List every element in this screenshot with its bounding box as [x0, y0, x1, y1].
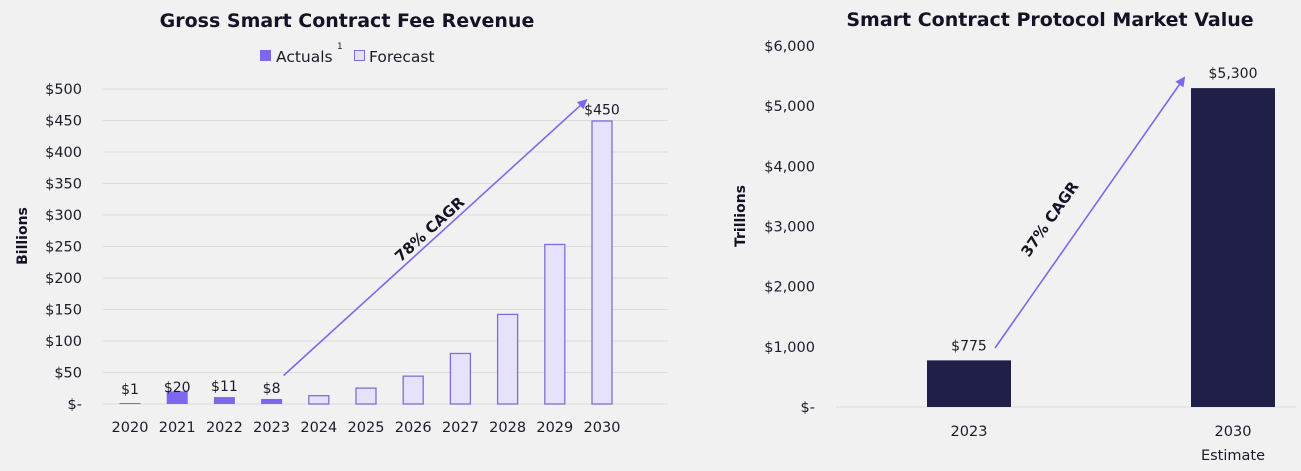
data-label-2023: $8 [263, 381, 281, 397]
y-tick-label: $1,000 [764, 340, 815, 356]
y-tick-label: $5,000 [764, 99, 815, 115]
y-tick-label: $450 [45, 114, 82, 130]
x-tick-label: 2022 [206, 420, 243, 436]
cagr-label: 37% CAGR [1017, 178, 1082, 260]
data-label-2021: $20 [164, 380, 191, 396]
bar-forecast-2029 [544, 243, 566, 405]
data-label-2022: $11 [211, 379, 238, 395]
bar-forecast-2027 [449, 352, 472, 405]
x-tick-label: 2030 [1215, 424, 1252, 440]
fee-revenue-chart: Gross Smart Contract Fee Revenue Actuals… [15, 10, 668, 436]
bar-market-value-2030 [1191, 88, 1275, 407]
x-tick-label: 2021 [159, 420, 196, 436]
legend-forecast-label: Forecast [369, 48, 435, 66]
market-value-cagr-annotation: 37% CAGR [994, 76, 1186, 349]
y-tick-label: $250 [45, 240, 82, 256]
legend-actuals-superscript: 1 [337, 42, 343, 52]
x-tick-label: 2023 [951, 424, 988, 440]
x-tick-label: 2020 [112, 420, 149, 436]
market-value-data-labels: $775 $5,300 [951, 66, 1257, 354]
market-value-y-axis-label: Trillions [733, 185, 749, 247]
bar-forecast-2024 [308, 395, 330, 405]
market-value-chart: Smart Contract Protocol Market Value Tri… [733, 9, 1296, 464]
x-tick-label: 2026 [395, 420, 432, 436]
bar-forecast-2026 [402, 375, 424, 405]
y-tick-label: $400 [45, 145, 82, 161]
x-tick-label: 2025 [348, 420, 385, 436]
bar-forecast-2030 [591, 120, 613, 405]
y-tick-label: $300 [45, 208, 82, 224]
y-tick-label: $500 [45, 82, 82, 98]
market-value-y-ticks: $- $1,000 $2,000 $3,000 $4,000 $5,000 $6,000 [764, 39, 815, 416]
fee-revenue-data-labels: $1 $20 $11 $8 $450 [121, 103, 620, 399]
x-tick-label: 2030 [584, 420, 621, 436]
y-tick-label: $- [68, 397, 82, 413]
fee-revenue-gridlines [103, 88, 668, 405]
bar-actual-2020 [119, 403, 141, 404]
fee-revenue-bars [119, 120, 613, 405]
fee-revenue-y-axis-label: Billions [15, 207, 31, 265]
y-tick-label: $4,000 [764, 159, 815, 175]
bar-actual-2021 [166, 391, 188, 404]
y-tick-label: $50 [54, 366, 82, 382]
fee-revenue-y-ticks: $- $50 $100 $150 $200 $250 $300 $350 $400 $450 $50… [45, 82, 82, 413]
y-tick-label: $2,000 [764, 280, 815, 296]
cagr-arrow [283, 98, 588, 377]
y-tick-label: $100 [45, 334, 82, 350]
fee-revenue-title: Gross Smart Contract Fee Revenue [160, 10, 535, 32]
fee-revenue-x-ticks: 2020 2021 2022 2023 2024 2025 2026 2027 2028 2029… [112, 420, 621, 436]
legend-actuals-label: Actuals [276, 48, 333, 66]
bar-actual-2023 [261, 398, 283, 404]
x-tick-label: 2023 [253, 420, 290, 436]
data-label-2030: $450 [584, 103, 620, 119]
x-tick-label: 2024 [300, 420, 337, 436]
bar-actual-2022 [213, 397, 235, 404]
legend-forecast-swatch [354, 50, 365, 61]
data-label-2020: $1 [121, 382, 139, 398]
x-tick-label: 2029 [536, 420, 573, 436]
x-tick-label: 2027 [442, 420, 479, 436]
y-tick-label: $6,000 [764, 39, 815, 55]
y-tick-label: $3,000 [764, 220, 815, 236]
x-tick-sublabel: Estimate [1201, 448, 1265, 464]
bar-market-value-2023 [927, 360, 1011, 407]
data-label-2030: $5,300 [1209, 66, 1258, 82]
market-value-x-ticks: 2023 2030 Estimate [951, 424, 1266, 464]
cagr-arrow [994, 76, 1186, 349]
bar-forecast-2028 [496, 313, 519, 405]
y-tick-label: $150 [45, 303, 82, 319]
bar-forecast-2025 [355, 387, 377, 405]
y-tick-label: $- [801, 400, 815, 416]
legend-actuals-swatch [260, 50, 271, 61]
y-tick-label: $350 [45, 177, 82, 193]
fee-revenue-cagr-annotation: 78% CAGR [283, 98, 588, 377]
cagr-label: 78% CAGR [391, 193, 468, 266]
market-value-title: Smart Contract Protocol Market Value [846, 9, 1253, 31]
data-label-2023: $775 [951, 338, 987, 354]
fee-revenue-legend: Actuals 1 Forecast [260, 42, 435, 66]
market-value-bars [927, 88, 1275, 407]
x-tick-label: 2028 [489, 420, 526, 436]
y-tick-label: $200 [45, 271, 82, 287]
